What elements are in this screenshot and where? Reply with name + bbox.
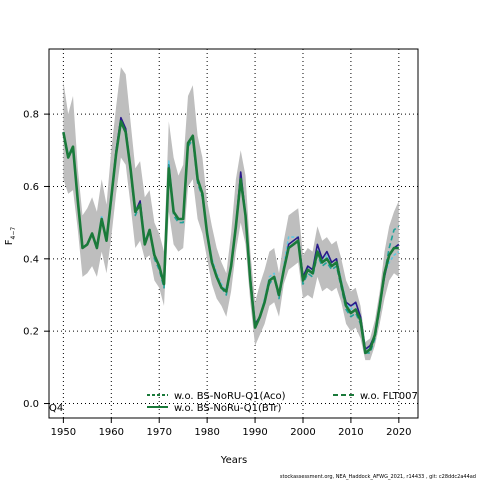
x-tick-label: 1960 (99, 427, 124, 438)
x-tick-label: 1950 (51, 427, 76, 438)
y-axis-title: F4−7 (4, 227, 17, 246)
legend-label-0: w.o. BS-NoRU-Q1(Aco) (174, 391, 286, 402)
svg-text:F4−7: F4−7 (4, 227, 17, 246)
y-tick-label: 0.6 (23, 182, 39, 193)
x-tick-label: 1990 (242, 427, 267, 438)
confidence-band (63, 67, 399, 361)
legend-label-2: w.o. FLT007 (360, 391, 418, 402)
series-lines-layer (62, 116, 400, 355)
x-axis-title: Years (220, 455, 247, 466)
legend: w.o. BS-NoRU-Q1(Aco) w.o. BS-NoRu-Q1(BTr… (147, 391, 418, 414)
y-axis-title-main: F (4, 239, 15, 245)
x-tick-label: 1980 (194, 427, 219, 438)
legend-label-1: w.o. BS-NoRu-Q1(BTr) (174, 403, 282, 414)
corner-label: Q4 (49, 403, 63, 414)
confidence-band-layer (63, 67, 399, 361)
axis-ticks: 1950 1960 1970 1980 1990 2000 2010 2020 0.0 0.2 0.… (23, 110, 411, 438)
y-tick-label: 0.0 (23, 399, 39, 410)
plot-frame (48, 48, 419, 419)
x-tick-label: 2000 (290, 427, 315, 438)
y-axis-title-sub: 4−7 (10, 227, 17, 240)
y-tick-label: 0.8 (23, 110, 39, 121)
x-tick-label: 1970 (146, 427, 171, 438)
series-line-3 (62, 120, 399, 355)
y-tick-label: 0.2 (23, 327, 39, 338)
x-tick-label: 2020 (386, 427, 411, 438)
y-tick-label: 0.4 (23, 254, 39, 265)
footer-credit: stockassessment.org, NEA_Haddock_AFWG_20… (280, 474, 476, 480)
x-tick-label: 2010 (338, 427, 363, 438)
